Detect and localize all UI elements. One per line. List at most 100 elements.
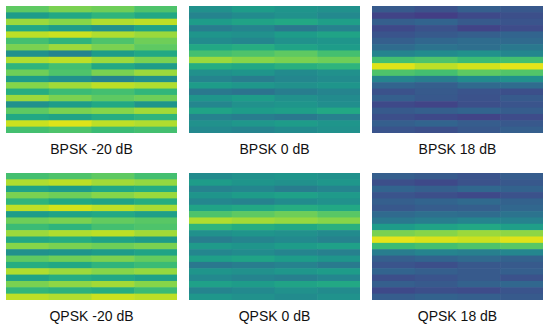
heatmap-cell [189, 186, 232, 193]
heatmap-cell [500, 50, 543, 57]
heatmap-cell [458, 19, 501, 26]
heatmap-cell [458, 287, 501, 294]
heatmap-cell [275, 262, 318, 269]
heatmap-cell [500, 217, 543, 224]
heatmap-cell [6, 120, 49, 127]
heatmap-cell [275, 127, 318, 133]
heatmap-cell [134, 256, 177, 263]
heatmap-cell [6, 205, 49, 212]
heatmap-cell [275, 44, 318, 51]
heatmap-cells [6, 6, 177, 133]
heatmap-cell [6, 25, 49, 32]
heatmap-cell [415, 12, 458, 19]
heatmap-cell [92, 217, 135, 224]
heatmap-cell [458, 173, 501, 180]
heatmap-cell [6, 294, 49, 300]
heatmap-cell [92, 31, 135, 38]
heatmap-cell [317, 173, 360, 180]
heatmap-cell [92, 294, 135, 300]
heatmap-cell [275, 205, 318, 212]
heatmap-cell [189, 294, 232, 300]
heatmap-cell [189, 275, 232, 282]
heatmap-cell [500, 173, 543, 180]
heatmap-cell [92, 89, 135, 96]
heatmap-cell [6, 179, 49, 186]
heatmap-cell [458, 38, 501, 45]
heatmap-cell [275, 70, 318, 77]
heatmap-cell [500, 262, 543, 269]
heatmap-cell [189, 249, 232, 256]
heatmap-cell [6, 38, 49, 45]
heatmap-cell [275, 57, 318, 64]
heatmap-cell [49, 294, 92, 300]
heatmap-cell [6, 89, 49, 96]
heatmap-cell [232, 217, 275, 224]
heatmap-cell [458, 224, 501, 231]
heatmap-cell [317, 38, 360, 45]
heatmap-cell [92, 275, 135, 282]
heatmap-cell [134, 127, 177, 133]
heatmap-cell [372, 294, 415, 300]
heatmap-cell [415, 70, 458, 77]
heatmap-cell [92, 198, 135, 205]
heatmap-cell [415, 217, 458, 224]
heatmap-cell [458, 179, 501, 186]
heatmap-cell [134, 89, 177, 96]
heatmap-cell [415, 89, 458, 96]
heatmap-cell [134, 12, 177, 19]
heatmap-cell [500, 108, 543, 115]
heatmap-cell [49, 76, 92, 83]
heatmap-cell [372, 38, 415, 45]
heatmap-cell [92, 44, 135, 51]
heatmap-cell [372, 57, 415, 64]
heatmap-cell [92, 120, 135, 127]
heatmap-cell [458, 25, 501, 32]
heatmap-cell [458, 12, 501, 19]
heatmap-cell [458, 192, 501, 199]
heatmap-cell [189, 57, 232, 64]
heatmap-cell [92, 101, 135, 108]
heatmap-cell [232, 82, 275, 89]
heatmap-cell [6, 95, 49, 102]
heatmap-cell [415, 211, 458, 218]
heatmap-cell [134, 275, 177, 282]
heatmap-cell [189, 19, 232, 26]
heatmap-cell [232, 89, 275, 96]
heatmap-cell [92, 179, 135, 186]
heatmap-cell [6, 198, 49, 205]
heatmap-cell [134, 25, 177, 32]
heatmap-cell [49, 25, 92, 32]
heatmap-cell [275, 63, 318, 70]
heatmap-cell [372, 120, 415, 127]
heatmap-cell [317, 224, 360, 231]
heatmap-cell [275, 114, 318, 121]
heatmap-cell [458, 82, 501, 89]
heatmap-cell [232, 127, 275, 133]
heatmap-cell [232, 63, 275, 70]
heatmap-cell [372, 198, 415, 205]
heatmap-cell [372, 249, 415, 256]
heatmap-cell [49, 198, 92, 205]
heatmap-cell [134, 249, 177, 256]
heatmap-cell [92, 205, 135, 212]
heatmap-cell [189, 89, 232, 96]
heatmap-cell [275, 31, 318, 38]
heatmap-cell [372, 76, 415, 83]
heatmap-cell [49, 281, 92, 288]
heatmap-cell [232, 25, 275, 32]
heatmap-cell [458, 243, 501, 250]
heatmap-cell [415, 179, 458, 186]
heatmap-cell [6, 12, 49, 19]
heatmap-cell [189, 230, 232, 237]
heatmap-cell [92, 262, 135, 269]
heatmap-cell [232, 198, 275, 205]
heatmap-cell [189, 25, 232, 32]
heatmap-cell [232, 186, 275, 193]
heatmap-cell [134, 224, 177, 231]
heatmap-cell [232, 57, 275, 64]
heatmap-cell [415, 25, 458, 32]
heatmap-cell [317, 179, 360, 186]
heatmap-cell [189, 95, 232, 102]
heatmap-cells [6, 173, 177, 300]
heatmap-cell [232, 12, 275, 19]
